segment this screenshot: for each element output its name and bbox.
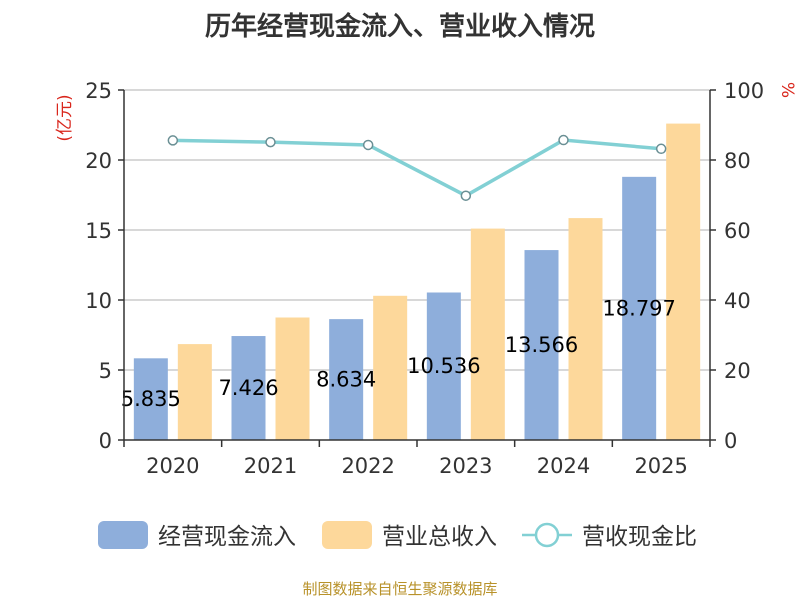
data-label-cash-inflow-2021: 7.426 bbox=[218, 376, 278, 400]
data-source-note: 制图数据来自恒生聚源数据库 bbox=[302, 580, 498, 598]
x-tick-label-2020: 2020 bbox=[146, 454, 199, 478]
bar-cash-inflow-2022 bbox=[329, 319, 364, 440]
right-tick-label-20: 20 bbox=[724, 359, 751, 383]
bar-revenue-2023 bbox=[470, 228, 505, 440]
bar-revenue-2024 bbox=[568, 218, 603, 440]
left-tick-label-20: 20 bbox=[85, 149, 112, 173]
bar-revenue-2021 bbox=[275, 317, 310, 440]
legend-cash-inflow[interactable]: 经营现金流入 bbox=[98, 521, 296, 550]
ratio-point-2022 bbox=[362, 139, 374, 151]
bar-cash-inflow-2020 bbox=[133, 358, 168, 440]
x-tick-label-2024: 2024 bbox=[537, 454, 590, 478]
x-tick-label-2023: 2023 bbox=[439, 454, 492, 478]
data-label-cash-inflow-2020: 5.835 bbox=[121, 387, 181, 411]
left-tick-label-25: 25 bbox=[85, 79, 112, 103]
left-tick-label-15: 15 bbox=[85, 219, 112, 243]
legend-revenue-swatch bbox=[322, 521, 372, 549]
x-tick-label-2021: 2021 bbox=[244, 454, 297, 478]
chart-title: 历年经营现金流入、营业收入情况 bbox=[204, 12, 595, 42]
ratio-point-2024 bbox=[558, 134, 569, 146]
legend-ratio-swatch-marker bbox=[534, 522, 560, 548]
data-label-cash-inflow-2022: 8.634 bbox=[316, 368, 376, 392]
bar-cash-inflow-2024 bbox=[524, 250, 559, 440]
right-tick-label-40: 40 bbox=[724, 289, 751, 313]
bar-cash-inflow-2023 bbox=[426, 292, 461, 440]
legend-cash-inflow-swatch bbox=[98, 521, 148, 549]
data-label-cash-inflow-2025: 18.797 bbox=[602, 296, 675, 320]
left-tick-label-0: 0 bbox=[99, 429, 112, 453]
right-tick-label-100: 100 bbox=[724, 79, 764, 103]
legend-cash-inflow-label: 经营现金流入 bbox=[158, 524, 296, 550]
ratio-line-path bbox=[172, 138, 662, 198]
ratio-point-2021 bbox=[265, 136, 276, 148]
ratio-line bbox=[167, 134, 667, 201]
ratio-point-2025 bbox=[655, 143, 667, 155]
legend: 经营现金流入 营业总收入 营收现金比 bbox=[98, 521, 697, 550]
legend-ratio-label: 营收现金比 bbox=[582, 524, 697, 550]
bars bbox=[133, 123, 701, 441]
data-label-cash-inflow-2024: 13.566 bbox=[505, 333, 578, 357]
right-tick-label-60: 60 bbox=[724, 219, 751, 243]
grid-lines bbox=[124, 89, 710, 371]
right-tick-label-0: 0 bbox=[724, 429, 737, 453]
bar-cash-inflow-2025 bbox=[622, 176, 657, 441]
bar-revenue-2020 bbox=[177, 344, 212, 440]
legend-revenue[interactable]: 营业总收入 bbox=[322, 521, 497, 550]
data-labels: 5.835 7.426 8.634 10.536 13.566 18.797 bbox=[121, 296, 676, 411]
legend-ratio[interactable]: 营收现金比 bbox=[522, 522, 697, 550]
data-label-cash-inflow-2023: 10.536 bbox=[407, 354, 480, 378]
left-tick-label-10: 10 bbox=[85, 289, 112, 313]
legend-revenue-label: 营业总收入 bbox=[382, 524, 497, 550]
right-tick-label-80: 80 bbox=[724, 149, 751, 173]
right-axis-unit: % bbox=[777, 82, 797, 98]
left-axis-unit: (亿元) bbox=[55, 94, 75, 141]
x-tick-label-2022: 2022 bbox=[341, 454, 394, 478]
bar-cash-inflow-2021 bbox=[231, 336, 266, 440]
bar-revenue-2025 bbox=[666, 123, 701, 440]
bar-revenue-2022 bbox=[373, 295, 408, 440]
left-tick-label-5: 5 bbox=[99, 359, 112, 383]
x-tick-label-2025: 2025 bbox=[634, 454, 687, 478]
ratio-point-2020 bbox=[167, 135, 179, 146]
ratio-point-2023 bbox=[460, 190, 472, 201]
